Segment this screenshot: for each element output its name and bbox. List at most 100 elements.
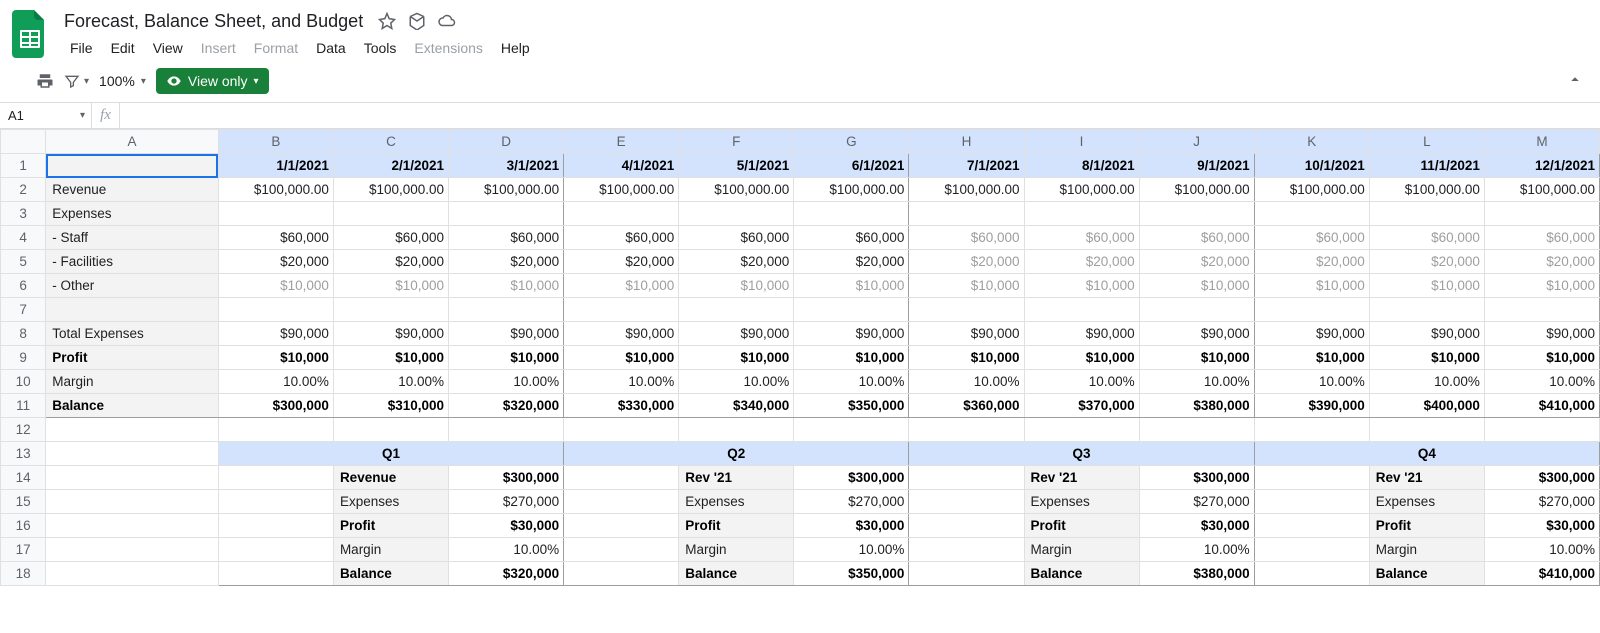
row-header[interactable]: 5 [1, 250, 46, 274]
cell[interactable] [1139, 298, 1254, 322]
cell[interactable]: $350,000 [794, 562, 909, 586]
row-header[interactable]: 16 [1, 514, 46, 538]
cell[interactable]: $410,000 [1484, 562, 1599, 586]
summary-label[interactable]: Expenses [333, 490, 448, 514]
cell[interactable] [1484, 418, 1599, 442]
cell[interactable] [794, 202, 909, 226]
row-label[interactable]: Total Expenses [46, 322, 219, 346]
cell[interactable]: $300,000 [218, 394, 333, 418]
cell[interactable]: $270,000 [1139, 490, 1254, 514]
summary-label[interactable]: Expenses [679, 490, 794, 514]
cell[interactable]: $10,000 [218, 346, 333, 370]
cell[interactable]: 10.00% [679, 370, 794, 394]
cell[interactable]: $320,000 [449, 562, 564, 586]
cell[interactable] [909, 202, 1024, 226]
cell[interactable] [564, 298, 679, 322]
menu-file[interactable]: File [62, 36, 101, 60]
cell[interactable]: $10,000 [449, 274, 564, 298]
cell[interactable]: $30,000 [1484, 514, 1599, 538]
cell[interactable]: $30,000 [1139, 514, 1254, 538]
cell[interactable]: $370,000 [1024, 394, 1139, 418]
cell[interactable]: 1/1/2021 [218, 154, 333, 178]
spreadsheet-grid[interactable]: A B C D E F G H I J K L M 11/1/20212/1/2… [0, 129, 1600, 586]
row-header[interactable]: 18 [1, 562, 46, 586]
cell[interactable]: $10,000 [449, 346, 564, 370]
cell[interactable]: $10,000 [909, 346, 1024, 370]
view-only-button[interactable]: View only ▾ [156, 68, 269, 94]
cell[interactable] [218, 562, 333, 586]
cell[interactable]: $20,000 [333, 250, 448, 274]
cell[interactable] [46, 562, 219, 586]
quarter-header[interactable]: Q1 [218, 442, 563, 466]
cell[interactable]: $60,000 [449, 226, 564, 250]
quarter-header[interactable]: Q4 [1254, 442, 1599, 466]
cell[interactable]: $10,000 [1254, 346, 1369, 370]
cell[interactable]: $340,000 [679, 394, 794, 418]
cell[interactable]: $20,000 [1254, 250, 1369, 274]
cell[interactable]: $410,000 [1484, 394, 1599, 418]
cell[interactable]: $60,000 [1024, 226, 1139, 250]
cell[interactable] [564, 418, 679, 442]
row-header[interactable]: 15 [1, 490, 46, 514]
print-icon[interactable] [36, 72, 54, 90]
cell[interactable]: 10.00% [1139, 370, 1254, 394]
cell[interactable]: $300,000 [1139, 466, 1254, 490]
cell[interactable]: $60,000 [564, 226, 679, 250]
cell[interactable] [794, 418, 909, 442]
cell[interactable]: $10,000 [218, 274, 333, 298]
cell[interactable]: 10.00% [794, 538, 909, 562]
row-label[interactable]: - Facilities [46, 250, 219, 274]
cell[interactable]: 9/1/2021 [1139, 154, 1254, 178]
cell[interactable] [46, 466, 219, 490]
star-icon[interactable] [377, 11, 397, 31]
row-header[interactable]: 8 [1, 322, 46, 346]
cell[interactable] [46, 538, 219, 562]
cell[interactable] [679, 418, 794, 442]
cell[interactable]: $20,000 [1024, 250, 1139, 274]
cell[interactable]: $300,000 [449, 466, 564, 490]
cell[interactable] [1369, 202, 1484, 226]
cell[interactable]: $20,000 [564, 250, 679, 274]
cell[interactable]: $380,000 [1139, 562, 1254, 586]
cell[interactable]: $60,000 [909, 226, 1024, 250]
summary-label[interactable]: Revenue [333, 466, 448, 490]
cell[interactable]: $100,000.00 [1369, 178, 1484, 202]
cell[interactable] [1254, 514, 1369, 538]
cell[interactable]: $270,000 [1484, 490, 1599, 514]
cell[interactable] [1139, 202, 1254, 226]
cell[interactable]: $10,000 [679, 346, 794, 370]
cell[interactable] [46, 442, 219, 466]
cell[interactable]: 10.00% [1369, 370, 1484, 394]
cell[interactable]: $100,000.00 [1484, 178, 1599, 202]
row-header[interactable]: 13 [1, 442, 46, 466]
col-header[interactable]: B [218, 130, 333, 154]
row-header[interactable]: 10 [1, 370, 46, 394]
cell[interactable]: $90,000 [449, 322, 564, 346]
cell[interactable]: $90,000 [1254, 322, 1369, 346]
cell[interactable]: $400,000 [1369, 394, 1484, 418]
cell[interactable]: 6/1/2021 [794, 154, 909, 178]
cell[interactable]: 10.00% [1254, 370, 1369, 394]
cell[interactable]: $90,000 [218, 322, 333, 346]
cell[interactable] [564, 514, 679, 538]
cell[interactable] [909, 562, 1024, 586]
cell[interactable]: $20,000 [679, 250, 794, 274]
summary-label[interactable]: Profit [1024, 514, 1139, 538]
cell[interactable]: $90,000 [679, 322, 794, 346]
filter-icon[interactable]: ▾ [64, 73, 89, 89]
row-header[interactable]: 6 [1, 274, 46, 298]
col-header[interactable]: D [449, 130, 564, 154]
cell[interactable] [1254, 418, 1369, 442]
cell[interactable]: 10.00% [564, 370, 679, 394]
zoom-dropdown[interactable]: 100% ▾ [99, 73, 146, 89]
cell[interactable]: $20,000 [449, 250, 564, 274]
cell[interactable]: 7/1/2021 [909, 154, 1024, 178]
cell[interactable]: $90,000 [564, 322, 679, 346]
cell[interactable] [564, 562, 679, 586]
row-header[interactable]: 17 [1, 538, 46, 562]
cell[interactable]: $10,000 [909, 274, 1024, 298]
menu-view[interactable]: View [145, 36, 191, 60]
cloud-status-icon[interactable] [437, 11, 457, 31]
cell[interactable] [909, 538, 1024, 562]
cell[interactable]: 5/1/2021 [679, 154, 794, 178]
